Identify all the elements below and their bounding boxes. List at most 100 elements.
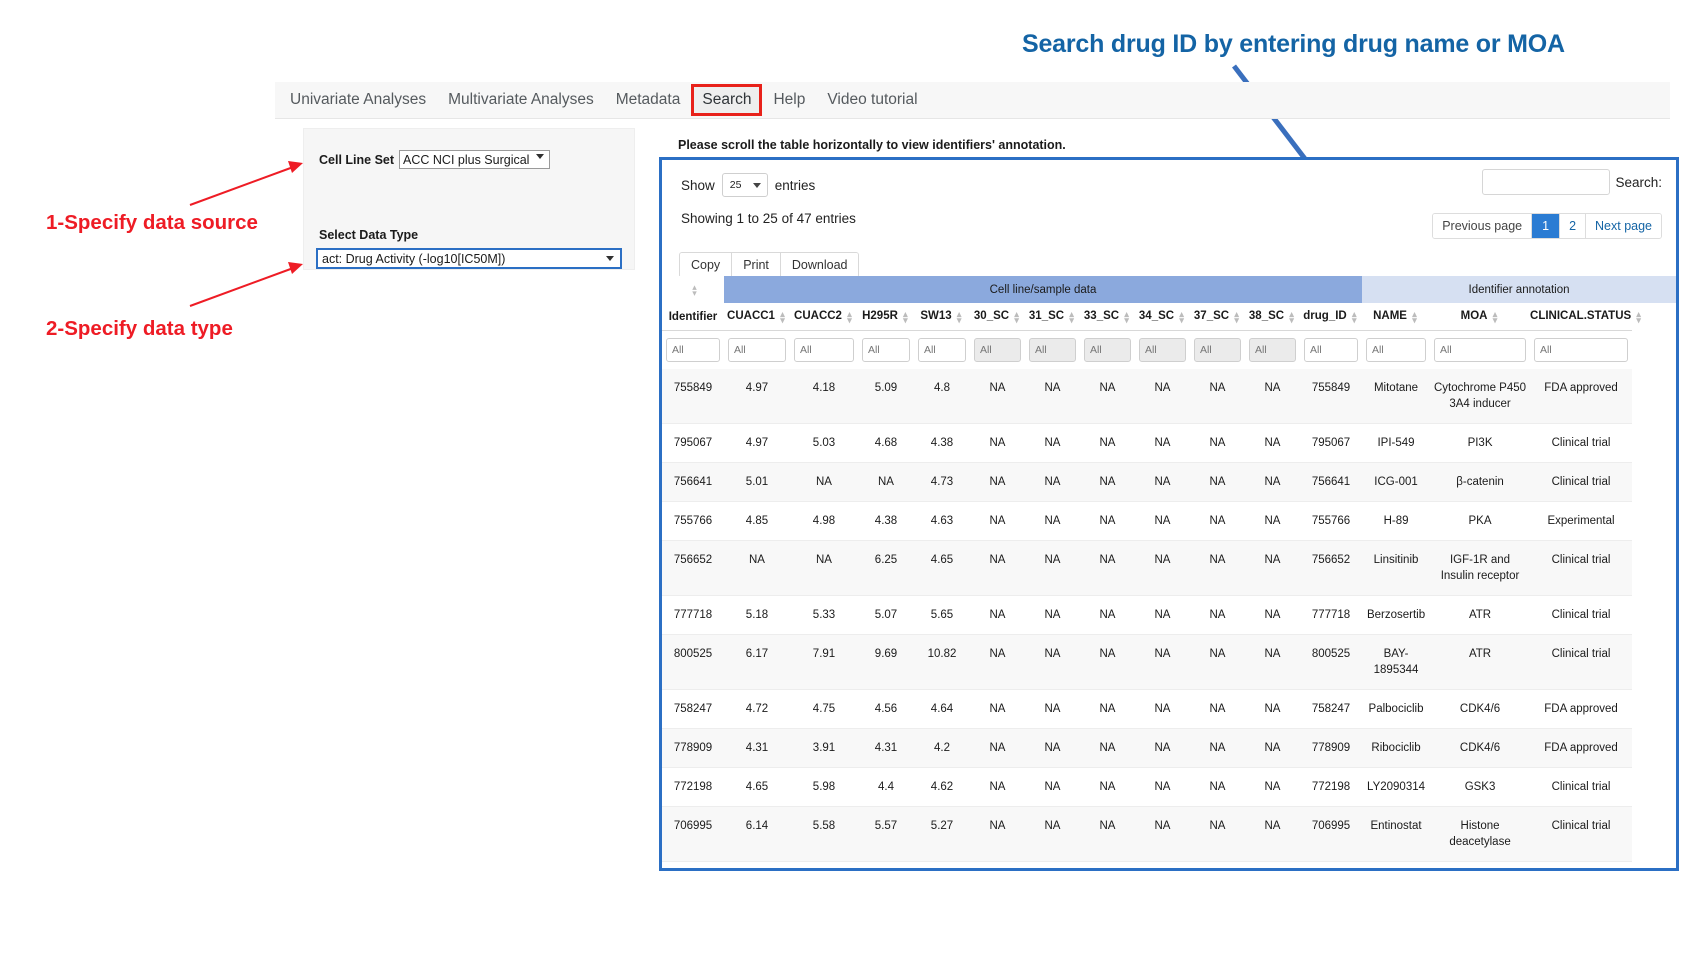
cell-33-sc: NA <box>1080 423 1135 463</box>
cell-sw13: 4.63 <box>914 501 970 541</box>
cell-clinical-status: Clinical trial <box>1530 767 1633 807</box>
table-row[interactable]: 755849 4.97 4.18 5.09 4.8 NA NA NA NA NA NA 755849 M… <box>662 369 1676 424</box>
show-label: Show <box>681 177 715 193</box>
page-length-select[interactable]: 25 <box>721 173 768 197</box>
download-button[interactable]: Download <box>780 253 859 277</box>
column-header-38-sc[interactable]: 38_SC ▴ ▾ <box>1245 303 1300 331</box>
nav-item-multivariate-analyses[interactable]: Multivariate Analyses <box>448 91 594 108</box>
cell-clinical-status: Clinical trial <box>1530 806 1633 862</box>
chevron-down-icon <box>536 154 545 159</box>
cell-clinical-status: Clinical trial <box>1530 634 1633 690</box>
table-row[interactable]: 777718 5.18 5.33 5.07 5.65 NA NA NA NA NA NA 777718… <box>662 595 1676 635</box>
column-header-cuacc2[interactable]: CUACC2 ▴ ▾ <box>790 303 858 331</box>
search-input[interactable] <box>1482 169 1611 195</box>
column-header-drug-id[interactable]: drug_ID ▴ ▾ <box>1300 303 1363 331</box>
filter-input-37-sc[interactable] <box>1194 338 1241 362</box>
table-row[interactable]: 756641 5.01 NA NA 4.73 NA NA NA NA NA NA 756641 ICG-… <box>662 462 1676 502</box>
filter-input-cuacc2[interactable] <box>794 338 854 362</box>
column-header-33-sc[interactable]: 33_SC ▴ ▾ <box>1080 303 1135 331</box>
group-header-blank[interactable]: ▴ ▾ <box>662 276 724 303</box>
cell-34-sc: NA <box>1135 501 1190 541</box>
column-header-label: drug_ID <box>1303 310 1347 323</box>
column-header-31-sc[interactable]: 31_SC ▴ ▾ <box>1025 303 1080 331</box>
column-header-30-sc[interactable]: 30_SC ▴ ▾ <box>970 303 1025 331</box>
column-header-h295r[interactable]: H295R ▴ ▾ <box>858 303 914 331</box>
cell-name: H-89 <box>1362 501 1431 541</box>
filter-input-34-sc[interactable] <box>1139 338 1186 362</box>
table-row[interactable]: 706995 6.14 5.58 5.57 5.27 NA NA NA NA NA NA 706995… <box>662 806 1676 862</box>
table-row[interactable]: 772198 4.65 5.98 4.4 4.62 NA NA NA NA NA NA 772198 L… <box>662 767 1676 807</box>
filter-input-h295r[interactable] <box>862 338 910 362</box>
nav-item-metadata[interactable]: Metadata <box>615 91 681 108</box>
column-header-sw13[interactable]: SW13 ▴ ▾ <box>914 303 970 331</box>
cell-h295r: 4.68 <box>858 423 914 463</box>
table-row[interactable]: 7678987.658.92NA6.2NANANANANANA767898Ipa… <box>662 861 1676 868</box>
cell-name: Ribociclib <box>1362 728 1431 768</box>
column-header-clinical-status[interactable]: CLINICAL.STATUS ▴ ▾ <box>1530 303 1641 331</box>
filter-input-clinical-status[interactable] <box>1534 338 1629 362</box>
pagination-next[interactable]: Next page <box>1586 214 1661 238</box>
table-row[interactable]: 755766 4.85 4.98 4.38 4.63 NA NA NA NA NA NA 755766… <box>662 501 1676 541</box>
sort-icon: ▴ ▾ <box>1412 309 1417 326</box>
cell-name: Berzosertib <box>1362 595 1431 635</box>
group-header-row: ▴ ▾ Cell line/sample data Identifier annota… <box>662 276 1676 303</box>
filter-cell <box>858 331 914 370</box>
table-row[interactable]: 758247 4.72 4.75 4.56 4.64 NA NA NA NA NA NA 758247… <box>662 689 1676 729</box>
filter-input-sw13[interactable] <box>918 338 966 362</box>
cell-line-set-select[interactable]: ACC NCI plus Surgical <box>399 150 551 169</box>
filter-input-moa[interactable] <box>1434 338 1527 362</box>
pagination-page-1[interactable]: 1 <box>1532 214 1561 238</box>
column-header-cuacc1[interactable]: CUACC1 ▴ ▾ <box>724 303 790 331</box>
pagination-page-2[interactable]: 2 <box>1560 214 1587 238</box>
table-row[interactable]: 778909 4.31 3.91 4.31 4.2 NA NA NA NA NA NA 778909 R… <box>662 728 1676 768</box>
cell-cuacc2: 4.75 <box>790 689 858 729</box>
nav-item-help[interactable]: Help <box>773 91 806 108</box>
filter-input-38-sc[interactable] <box>1249 338 1296 362</box>
cell-33-sc: NA <box>1080 634 1135 690</box>
table-scroll-container[interactable]: ▴ ▾ Cell line/sample data Identifier annota… <box>662 276 1676 868</box>
cell-33-sc: NA <box>1080 861 1135 868</box>
cell-cuacc1: 6.17 <box>724 634 790 690</box>
table-row[interactable]: 756652 NA NA 6.25 4.65 NA NA NA NA NA NA 756652 Lins… <box>662 540 1676 596</box>
cell-moa: ATR <box>1430 595 1531 635</box>
nav-item-video-tutorial[interactable]: Video tutorial <box>827 91 918 108</box>
table-row[interactable]: 800525 6.17 7.91 9.69 10.82 NA NA NA NA NA NA 80052… <box>662 634 1676 690</box>
cell-37-sc: NA <box>1190 423 1245 463</box>
cell-30-sc: NA <box>970 369 1025 424</box>
cell-identifier: 777718 <box>662 595 724 635</box>
filter-cell <box>1080 331 1135 370</box>
nav-item-search[interactable]: Search <box>691 84 763 116</box>
pagination-previous[interactable]: Previous page <box>1433 214 1533 238</box>
cell-cuacc2: 3.91 <box>790 728 858 768</box>
cell-drug-id: 795067 <box>1300 423 1363 463</box>
column-header-identifier[interactable]: Identifier <box>662 303 724 331</box>
column-header-name[interactable]: NAME ▴ ▾ <box>1362 303 1431 331</box>
column-header-moa[interactable]: MOA ▴ ▾ <box>1430 303 1531 331</box>
sort-icon: ▴ ▾ <box>1636 309 1641 326</box>
filter-input-drug-id[interactable] <box>1304 338 1359 362</box>
nav-item-univariate-analyses[interactable]: Univariate Analyses <box>290 91 427 108</box>
filter-input-31-sc[interactable] <box>1029 338 1076 362</box>
cell-34-sc: NA <box>1135 634 1190 690</box>
copy-button[interactable]: Copy <box>680 253 733 277</box>
column-header-row: Identifier CUACC1 ▴ ▾ CUACC2 ▴ ▾ H295R ▴ ▾ SW13 ▴ ▾ 3… <box>662 303 1676 331</box>
filter-input-30-sc[interactable] <box>974 338 1021 362</box>
sort-icon: ▴ ▾ <box>956 309 962 326</box>
cell-31-sc: NA <box>1025 501 1080 541</box>
cell-moa: PI3K <box>1430 423 1531 463</box>
filter-input-name[interactable] <box>1366 338 1427 362</box>
filter-input-identifier[interactable] <box>666 338 720 362</box>
cell-identifier: 755766 <box>662 501 724 541</box>
cell-37-sc: NA <box>1190 806 1245 862</box>
data-type-select[interactable]: act: Drug Activity (-log10[IC50M]) <box>316 248 622 269</box>
filter-input-33-sc[interactable] <box>1084 338 1131 362</box>
cell-drug-id: 778909 <box>1300 728 1363 768</box>
print-button[interactable]: Print <box>732 253 781 277</box>
table-row[interactable]: 795067 4.97 5.03 4.68 4.38 NA NA NA NA NA NA 795067… <box>662 423 1676 463</box>
filter-cell <box>914 331 970 370</box>
cell-clinical-status: Clinical trial <box>1530 540 1633 596</box>
filter-input-cuacc1[interactable] <box>728 338 786 362</box>
column-header-37-sc[interactable]: 37_SC ▴ ▾ <box>1190 303 1245 331</box>
cell-clinical-status: FDA approved <box>1530 728 1633 768</box>
column-header-34-sc[interactable]: 34_SC ▴ ▾ <box>1135 303 1190 331</box>
